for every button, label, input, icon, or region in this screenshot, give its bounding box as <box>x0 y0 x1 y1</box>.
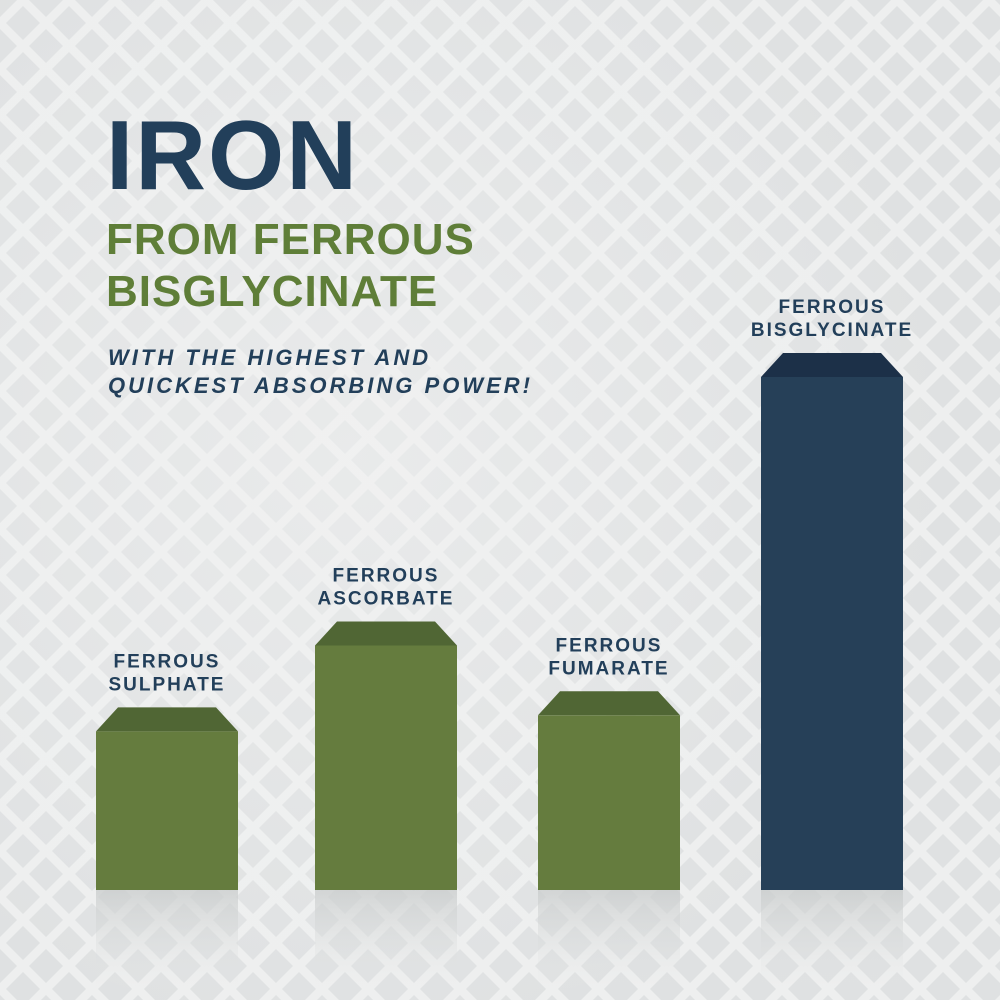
bar-label: FERROUS <box>556 635 663 656</box>
bar-reflection <box>96 890 238 990</box>
bar-label: BISGLYCINATE <box>751 320 913 341</box>
tagline-line: WITH THE HIGHEST AND <box>108 345 432 370</box>
bar-reflection <box>315 890 457 990</box>
bar-cap <box>538 691 680 716</box>
bar-label: SULPHATE <box>109 674 226 695</box>
bar-label: FERROUS <box>114 651 221 672</box>
tagline-line: QUICKEST ABSORBING POWER! <box>108 373 533 398</box>
bar-reflection <box>538 890 680 990</box>
bar-cap <box>315 621 457 646</box>
subtitle-line: FROM FERROUS <box>106 215 475 264</box>
bar-label: FERROUS <box>333 566 440 587</box>
bar <box>315 645 457 890</box>
bar-label: FERROUS <box>779 297 886 318</box>
bar <box>761 377 903 890</box>
subtitle-line: BISGLYCINATE <box>106 267 439 316</box>
bar-label: FUMARATE <box>548 658 669 679</box>
bar-reflection <box>761 890 903 990</box>
bar <box>96 731 238 890</box>
bar-cap <box>761 353 903 377</box>
bar-label: ASCORBATE <box>318 589 455 610</box>
bar-cap <box>96 707 238 732</box>
bar <box>538 715 680 890</box>
page-subtitle: FROM FERROUS BISGLYCINATE <box>106 214 475 318</box>
tagline: WITH THE HIGHEST AND QUICKEST ABSORBING … <box>108 344 533 400</box>
page-title: IRON <box>106 100 359 210</box>
